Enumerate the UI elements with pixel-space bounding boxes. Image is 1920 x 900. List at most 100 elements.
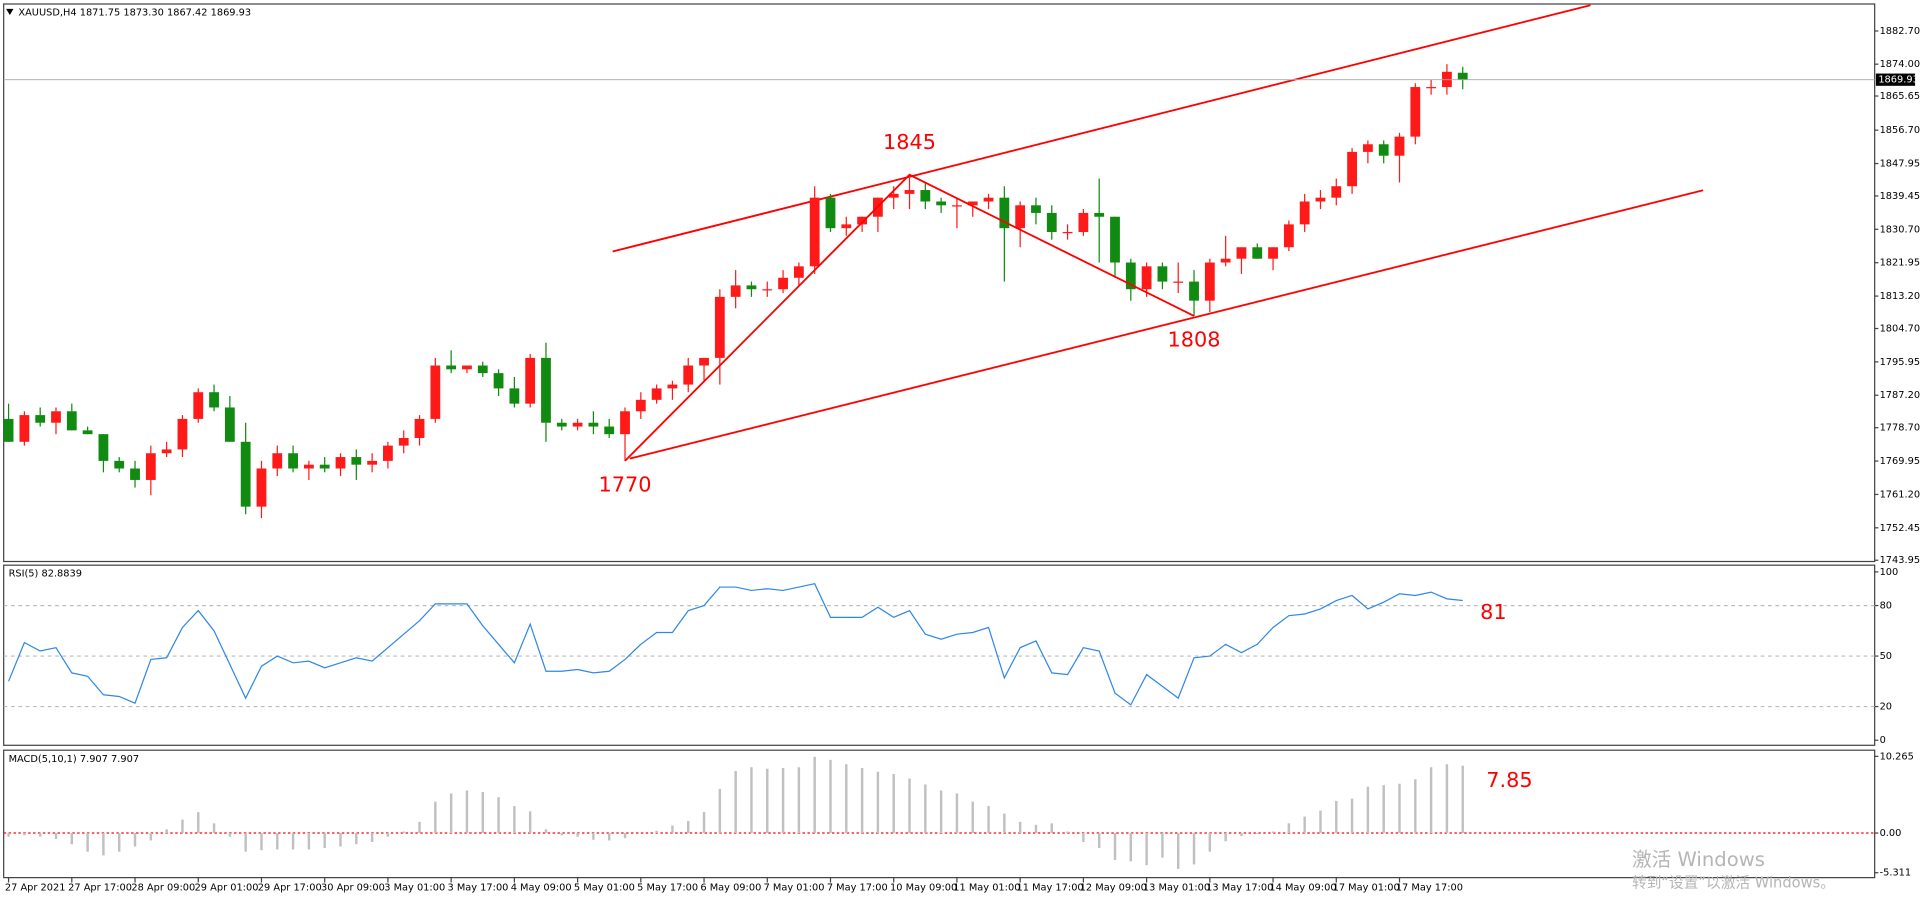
candle-body bbox=[367, 460, 378, 465]
candle-body bbox=[730, 285, 741, 297]
x-tick-label: 10 May 09:00 bbox=[890, 882, 957, 893]
candle-body bbox=[1204, 262, 1215, 301]
candle-body bbox=[288, 453, 298, 469]
y-tick-label: 80 bbox=[1880, 601, 1892, 612]
candle-body bbox=[1173, 281, 1184, 283]
candle-body bbox=[967, 201, 978, 206]
candle-body bbox=[604, 426, 615, 435]
x-tick-label: 13 May 01:00 bbox=[1143, 882, 1210, 893]
candle-body bbox=[161, 449, 172, 454]
macd-header: MACD(5,10,1) 7.907 7.907 bbox=[9, 754, 140, 765]
candle-body bbox=[1236, 247, 1247, 259]
y-tick-label: 10.265 bbox=[1880, 751, 1914, 762]
y-tick-label: 1839.45 bbox=[1880, 191, 1920, 202]
y-tick-label: 1830.70 bbox=[1880, 224, 1920, 235]
candle-body bbox=[493, 373, 504, 389]
y-tick-label: 0 bbox=[1880, 735, 1886, 746]
candle-body bbox=[920, 190, 931, 202]
candle-body bbox=[825, 197, 836, 229]
x-tick-label: 17 May 17:00 bbox=[1396, 882, 1463, 893]
candle-body bbox=[841, 224, 852, 229]
candle-body bbox=[1015, 205, 1026, 229]
candle-body bbox=[1125, 262, 1136, 290]
rsi-annotation: 81 bbox=[1480, 600, 1506, 624]
watermark-sub: 转到“设置”以激活 Windows。 bbox=[1632, 875, 1835, 892]
candle-body bbox=[335, 457, 346, 469]
y-tick-label: 1821.95 bbox=[1880, 258, 1920, 269]
candle-body bbox=[193, 392, 204, 419]
y-tick-label: 0.00 bbox=[1880, 828, 1902, 839]
candle-body bbox=[1347, 151, 1357, 187]
rsi-line bbox=[8, 582, 1463, 706]
candle-body bbox=[462, 365, 472, 370]
candle-body bbox=[1426, 87, 1437, 89]
candle-body bbox=[620, 411, 630, 435]
symbol-header: XAUUSD,H4 1871.75 1873.30 1867.42 1869.9… bbox=[18, 8, 251, 19]
x-tick-label: 29 Apr 17:00 bbox=[258, 882, 322, 893]
macd-annotation: 7.85 bbox=[1486, 768, 1532, 792]
candle-body bbox=[446, 365, 457, 370]
candle-body bbox=[699, 357, 709, 366]
rsi-header: RSI(5) 82.8839 bbox=[9, 569, 82, 580]
candle-body bbox=[904, 190, 915, 194]
candle-body bbox=[1268, 247, 1278, 259]
candle-body bbox=[1189, 281, 1199, 301]
x-tick-label: 17 May 01:00 bbox=[1333, 882, 1400, 893]
candle-body bbox=[1394, 136, 1405, 156]
x-tick-label: 28 Apr 09:00 bbox=[131, 882, 195, 893]
pivot-label: 1845 bbox=[883, 130, 936, 154]
candle-body bbox=[857, 216, 868, 225]
candle-body bbox=[319, 464, 330, 469]
candle-body bbox=[588, 422, 599, 427]
y-tick-label: 100 bbox=[1880, 567, 1899, 578]
candle-body bbox=[793, 266, 804, 278]
candle-body bbox=[1252, 247, 1263, 259]
y-tick-label: 50 bbox=[1880, 651, 1892, 662]
candle-body bbox=[509, 388, 520, 404]
candle-body bbox=[1378, 144, 1389, 156]
x-tick-label: 11 May 01:00 bbox=[953, 882, 1020, 893]
x-tick-label: 27 Apr 2021 bbox=[5, 882, 66, 893]
price-pane bbox=[3, 3, 1876, 563]
candle-body bbox=[809, 197, 820, 267]
x-tick-label: 4 May 09:00 bbox=[511, 882, 572, 893]
candle-body bbox=[1062, 232, 1073, 234]
x-tick-label: 3 May 17:00 bbox=[447, 882, 508, 893]
candle-body bbox=[272, 453, 283, 469]
candle-body bbox=[541, 357, 551, 423]
channel-lower bbox=[629, 189, 1704, 460]
x-tick-label: 5 May 17:00 bbox=[637, 882, 698, 893]
candle-body bbox=[1362, 144, 1373, 152]
menu-arrow[interactable] bbox=[6, 8, 14, 16]
x-tick-label: 6 May 09:00 bbox=[700, 882, 761, 893]
candle-body bbox=[430, 365, 441, 419]
y-tick-label: 1813.20 bbox=[1880, 291, 1920, 302]
pivot-label: 1808 bbox=[1168, 327, 1221, 351]
candle-body bbox=[1331, 186, 1342, 198]
candle-body bbox=[683, 365, 694, 385]
candle-body bbox=[1283, 224, 1294, 248]
y-tick-label: 1752.45 bbox=[1880, 523, 1920, 534]
y-tick-label: 1787.20 bbox=[1880, 390, 1920, 401]
candle-body bbox=[999, 197, 1010, 229]
x-tick-label: 11 May 17:00 bbox=[1016, 882, 1083, 893]
x-tick-label: 5 May 01:00 bbox=[574, 882, 635, 893]
y-tick-label: 1743.95 bbox=[1880, 555, 1920, 566]
y-tick-label: 1804.70 bbox=[1880, 324, 1920, 335]
candle-body bbox=[651, 388, 662, 400]
candle-body bbox=[1094, 212, 1105, 217]
y-tick-label: 1856.70 bbox=[1880, 125, 1920, 136]
y-tick-label: 1795.95 bbox=[1880, 357, 1920, 368]
candle-body bbox=[3, 418, 14, 442]
candle-body bbox=[351, 457, 362, 465]
candle-body bbox=[1046, 212, 1057, 233]
candle-body bbox=[177, 418, 188, 450]
candle-body bbox=[1110, 216, 1120, 263]
candle-body bbox=[1410, 87, 1421, 137]
candle-body bbox=[35, 415, 46, 423]
candle-body bbox=[1315, 197, 1326, 202]
candle-body bbox=[1157, 266, 1168, 282]
y-tick-label: -5.311 bbox=[1880, 868, 1912, 879]
